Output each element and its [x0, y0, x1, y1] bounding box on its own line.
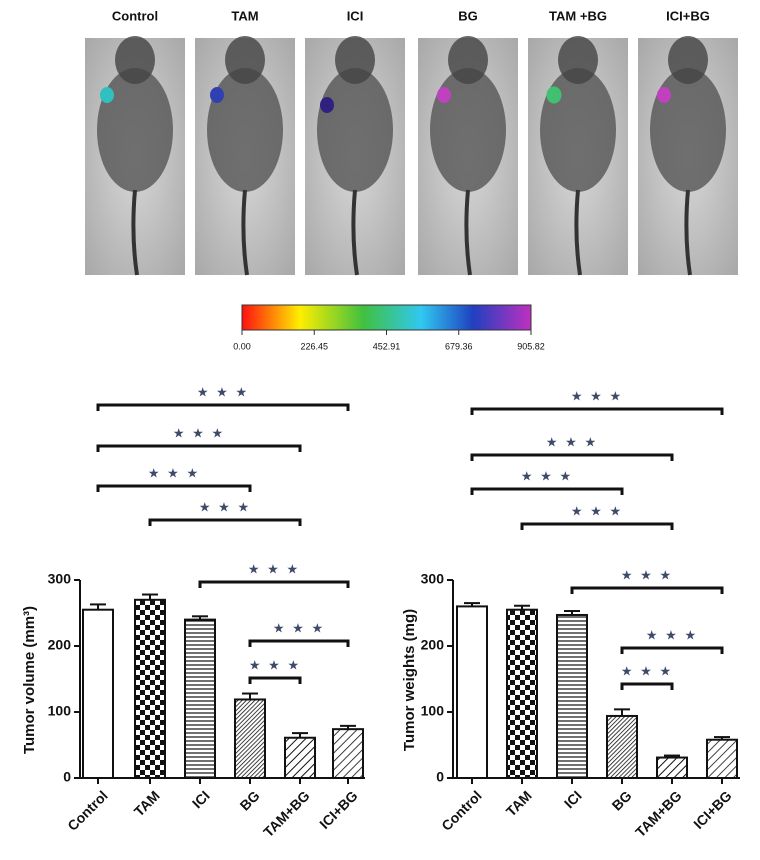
mouse-body: [650, 68, 726, 192]
bar: [656, 756, 688, 779]
x-tick-label: TAM: [503, 787, 535, 819]
bar: [234, 698, 266, 780]
tumor-signal: [100, 87, 114, 103]
tumor-signal: [437, 87, 451, 103]
y-tick-label: 300: [48, 571, 72, 587]
y-tick-label: 100: [48, 703, 72, 719]
bar: [606, 714, 638, 780]
significance-label: ★ ★ ★: [571, 503, 623, 518]
mouse-tail: [464, 189, 472, 276]
significance-label: ★ ★ ★: [173, 425, 225, 440]
bar: [134, 598, 166, 779]
mouse-tail: [131, 189, 139, 276]
mouse-head: [448, 36, 488, 84]
significance-bracket: [248, 639, 350, 647]
mouse-tail: [351, 189, 359, 276]
significance-label: ★ ★ ★: [197, 384, 249, 399]
significance-bracket: [96, 403, 350, 411]
significance-bracket: [470, 453, 674, 461]
significance-label: ★ ★ ★: [521, 468, 573, 483]
y-tick-label: 200: [48, 637, 72, 653]
bar: [82, 608, 114, 780]
x-tick-label: TAM+BG: [632, 787, 685, 840]
significance-bracket: [520, 522, 674, 530]
panel-label: TAM: [231, 8, 258, 23]
colorbar-tick-label: 679.36: [445, 341, 473, 351]
mouse-head: [225, 36, 265, 84]
tumor-signal: [657, 87, 671, 103]
colorbar: [241, 304, 532, 331]
x-tick-label: ICI: [189, 787, 213, 811]
x-tick-label: ICI: [561, 787, 585, 811]
panel-label: Control: [112, 8, 158, 23]
significance-bracket: [620, 682, 674, 690]
x-tick-label: ICI+BG: [690, 787, 735, 832]
bar: [456, 605, 488, 780]
x-tick-label: Control: [438, 787, 485, 834]
x-tick-label: TAM+BG: [260, 787, 313, 840]
mouse-tail: [574, 189, 582, 276]
bar: [184, 618, 216, 779]
mouse-head: [335, 36, 375, 84]
mouse-body: [430, 68, 506, 192]
significance-bracket: [620, 646, 724, 654]
significance-bracket: [248, 676, 302, 684]
significance-label: ★ ★ ★: [248, 561, 300, 576]
colorbar-tick-label: 0.00: [233, 341, 251, 351]
bar: [556, 613, 588, 779]
tumor-signal: [210, 87, 224, 103]
mouse-body: [317, 68, 393, 192]
mouse-head: [558, 36, 598, 84]
significance-bracket: [96, 444, 302, 452]
bar: [506, 608, 538, 780]
significance-label: ★ ★ ★: [621, 567, 673, 582]
significance-label: ★ ★ ★: [249, 657, 301, 672]
significance-label: ★ ★ ★: [571, 388, 623, 403]
significance-bracket: [96, 484, 252, 492]
x-tick-label: Control: [64, 787, 111, 834]
tumor-signal: [546, 86, 562, 104]
y-tick-label: 100: [421, 703, 445, 719]
mouse-body: [540, 68, 616, 192]
bar: [332, 728, 364, 779]
mouse-tail: [684, 189, 692, 276]
tumor-signal: [320, 97, 334, 113]
x-tick-label: ICI+BG: [316, 787, 361, 832]
colorbar-tick-label: 226.45: [300, 341, 328, 351]
y-tick-label: 0: [436, 769, 444, 785]
x-tick-label: BG: [237, 787, 263, 813]
significance-label: ★ ★ ★: [148, 465, 200, 480]
significance-label: ★ ★ ★: [199, 499, 251, 514]
mouse-head: [668, 36, 708, 84]
significance-label: ★ ★ ★: [546, 434, 598, 449]
mouse-body: [207, 68, 283, 192]
panel-label: ICI+BG: [666, 8, 710, 23]
y-tick-label: 300: [421, 571, 445, 587]
x-tick-label: TAM: [131, 787, 163, 819]
mouse-body: [97, 68, 173, 192]
bar: [284, 736, 316, 779]
significance-bracket: [148, 518, 302, 526]
colorbar-tick-label: 905.82: [517, 341, 545, 351]
significance-label: ★ ★ ★: [646, 627, 698, 642]
significance-bracket: [570, 586, 724, 594]
panel-label: BG: [458, 8, 478, 23]
mouse-head: [115, 36, 155, 84]
significance-bracket: [470, 487, 624, 495]
significance-label: ★ ★ ★: [621, 663, 673, 678]
significance-label: ★ ★ ★: [273, 620, 325, 635]
y-tick-label: 0: [63, 769, 71, 785]
y-axis-label: Tumor volume (mm³): [21, 606, 38, 754]
significance-bracket: [470, 407, 724, 415]
y-tick-label: 200: [421, 637, 445, 653]
mouse-tail: [241, 189, 249, 276]
x-tick-label: BG: [609, 787, 635, 813]
significance-bracket: [198, 580, 350, 588]
y-axis-label: Tumor weights (mg): [401, 609, 418, 751]
panel-label: ICI: [347, 8, 364, 23]
colorbar-tick-label: 452.91: [373, 341, 401, 351]
bar: [706, 738, 738, 779]
panel-label: TAM +BG: [549, 8, 607, 23]
